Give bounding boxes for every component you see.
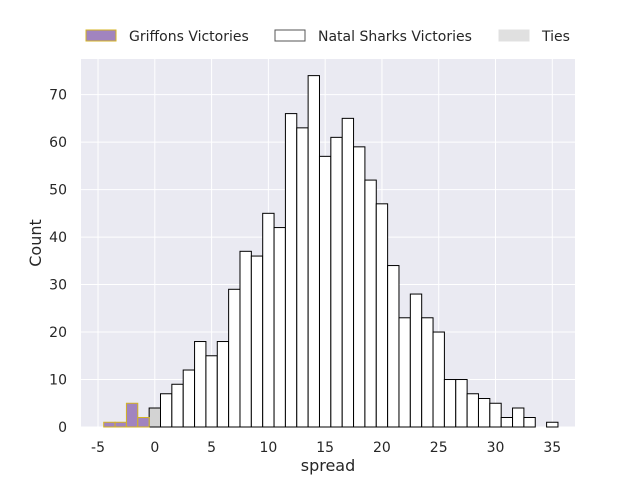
x-tick-label: 20	[373, 440, 391, 456]
bar-natal-sharks-victories	[409, 293, 423, 428]
legend-swatch-ties	[498, 29, 530, 42]
bar-natal-sharks-victories	[341, 117, 355, 428]
legend-label-natal-sharks-victories: Natal Sharks Victories	[318, 29, 472, 45]
bar-natal-sharks-victories	[318, 155, 332, 428]
legend-label-griffons-victories: Griffons Victories	[129, 29, 249, 45]
bar-natal-sharks-victories	[216, 341, 230, 428]
bar-griffons-victories	[125, 402, 139, 428]
bar-natal-sharks-victories	[375, 203, 389, 428]
x-tick-label: 30	[487, 440, 505, 456]
bar-natal-sharks-victories	[512, 407, 525, 428]
x-axis-label: spread	[301, 456, 356, 475]
bar-natal-sharks-victories	[262, 212, 275, 428]
x-tick-label: 15	[316, 440, 334, 456]
bar-natal-sharks-victories	[228, 288, 241, 428]
histogram-bars	[103, 75, 559, 428]
bar-natal-sharks-victories	[398, 317, 411, 428]
bar-natal-sharks-victories	[296, 127, 309, 428]
bar-natal-sharks-victories	[307, 75, 320, 428]
bar-natal-sharks-victories	[239, 250, 252, 428]
bar-natal-sharks-victories	[387, 265, 400, 428]
y-tick-label: 0	[58, 420, 67, 436]
y-tick-label: 70	[49, 88, 67, 104]
bar-natal-sharks-victories	[182, 369, 196, 428]
bar-ties	[148, 407, 161, 428]
bar-griffons-victories	[114, 421, 127, 428]
bar-natal-sharks-victories	[546, 421, 559, 428]
x-axis-ticks: -5 0 5 10 15 20 25 30 35	[91, 440, 561, 456]
bar-natal-sharks-victories	[273, 227, 286, 428]
legend-swatch-natal-sharks-victories	[274, 29, 306, 42]
x-tick-label: 5	[207, 440, 216, 456]
bar-griffons-victories	[103, 421, 116, 428]
bar-natal-sharks-victories	[284, 113, 298, 428]
bar-natal-sharks-victories	[194, 341, 207, 428]
bar-natal-sharks-victories	[421, 317, 434, 428]
bar-natal-sharks-victories	[330, 136, 343, 428]
bar-natal-sharks-victories	[205, 355, 218, 428]
bar-natal-sharks-victories	[443, 379, 457, 428]
bar-natal-sharks-victories	[500, 417, 514, 428]
bar-natal-sharks-victories	[455, 379, 468, 428]
bar-natal-sharks-victories	[523, 417, 536, 428]
bar-natal-sharks-victories	[364, 179, 377, 428]
legend-label-ties: Ties	[541, 29, 570, 45]
y-axis-label: Count	[26, 219, 45, 267]
y-tick-label: 50	[49, 183, 67, 199]
bar-natal-sharks-victories	[159, 393, 173, 428]
bar-griffons-victories	[137, 417, 150, 428]
x-tick-label: 10	[259, 440, 277, 456]
y-tick-label: 10	[49, 373, 67, 389]
legend-swatch-griffons-victories	[85, 29, 117, 42]
bar-natal-sharks-victories	[489, 402, 502, 428]
x-tick-label: 0	[150, 440, 159, 456]
y-tick-label: 20	[49, 325, 67, 341]
x-tick-label: 25	[430, 440, 448, 456]
y-tick-label: 30	[49, 278, 67, 294]
bar-natal-sharks-victories	[353, 146, 366, 428]
legend: Griffons Victories Natal Sharks Victories…	[85, 29, 570, 45]
bar-natal-sharks-victories	[477, 398, 491, 428]
bar-natal-sharks-victories	[432, 331, 445, 428]
x-tick-label: 35	[543, 440, 561, 456]
y-tick-label: 40	[49, 230, 67, 246]
x-tick-label: -5	[91, 440, 105, 456]
bar-natal-sharks-victories	[250, 255, 264, 428]
bar-natal-sharks-victories	[171, 383, 184, 428]
bar-natal-sharks-victories	[466, 393, 479, 428]
y-tick-label: 60	[49, 135, 67, 151]
y-axis-ticks: 0 10 20 30 40 50 60 70	[49, 88, 67, 436]
